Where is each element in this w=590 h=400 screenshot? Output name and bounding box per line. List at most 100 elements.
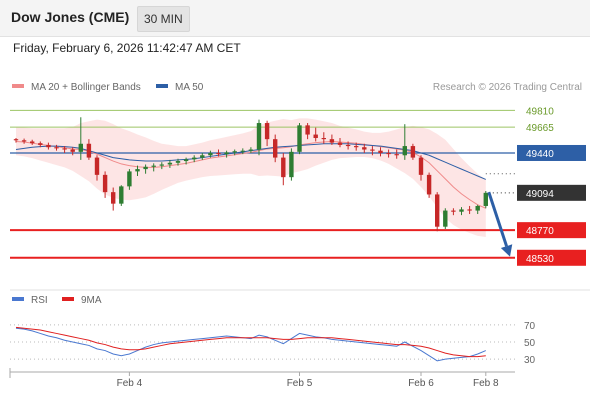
- candle-body: [224, 152, 229, 155]
- candle-body: [273, 139, 278, 158]
- x-tick-label-1: Feb 5: [287, 378, 313, 389]
- x-tick-label-2: Feb 6: [408, 378, 434, 389]
- candle: [345, 141, 351, 150]
- candle: [273, 134, 278, 163]
- level-label-2: 49440: [526, 149, 554, 160]
- candle-body: [54, 147, 59, 149]
- candle: [386, 149, 391, 158]
- candle-body: [175, 161, 181, 163]
- candle-body: [159, 164, 164, 166]
- candle: [459, 207, 464, 216]
- candle-body: [192, 157, 197, 160]
- forecast-arrow-head: [500, 244, 513, 257]
- candle: [362, 143, 367, 153]
- rsi-line: [15, 327, 486, 362]
- x-axis: Feb 4 Feb 5 Feb 6 Feb 8: [9, 368, 515, 389]
- candlesticks: [13, 117, 488, 232]
- candle: [54, 144, 59, 151]
- candle-body: [111, 192, 116, 204]
- bollinger-fill: [16, 118, 486, 238]
- candle: [208, 150, 213, 158]
- legend-swatch-1: [156, 84, 168, 88]
- candle-body: [467, 209, 472, 211]
- candle: [354, 142, 359, 151]
- candle-body: [264, 123, 270, 140]
- candle: [410, 143, 416, 160]
- legend-label-1: MA 50: [175, 82, 204, 93]
- forecast-arrow: [487, 191, 513, 257]
- candle: [38, 141, 43, 148]
- candle: [394, 149, 399, 159]
- candle-body: [370, 149, 375, 151]
- candle-body: [321, 138, 326, 140]
- candle-body: [200, 155, 205, 158]
- rsi-tick-label-0: 70: [524, 321, 536, 332]
- candle: [135, 165, 140, 177]
- candle-body: [354, 146, 359, 148]
- candle: [183, 157, 189, 165]
- candle: [467, 205, 472, 215]
- candle: [111, 187, 116, 211]
- candle-body: [305, 125, 310, 135]
- candle-body: [426, 174, 432, 195]
- support-label-box-5: [517, 249, 586, 266]
- forecast-arrow-shaft: [487, 191, 508, 247]
- candle-body: [78, 143, 83, 152]
- candle-body: [313, 134, 318, 139]
- candle: [62, 146, 67, 153]
- candle-body: [435, 194, 440, 227]
- candle-body: [240, 150, 245, 152]
- candle-body: [151, 165, 156, 167]
- candle-body: [281, 157, 286, 178]
- timeframe-button[interactable]: 30 MIN: [137, 6, 190, 32]
- candle: [418, 155, 424, 181]
- candle: [143, 164, 148, 174]
- level-label-3: 49094: [526, 189, 554, 200]
- candle-body: [46, 144, 51, 148]
- candle: [321, 132, 326, 144]
- candle-body: [394, 154, 399, 156]
- pivot-label-box: [517, 144, 586, 161]
- candle: [256, 119, 262, 156]
- main-legend: MA 20 + Bollinger Bands MA 50: [12, 82, 204, 93]
- rsi-tick-label-2: 30: [524, 355, 536, 366]
- candle: [297, 123, 302, 155]
- rsi-panel: 70 50 30: [10, 321, 536, 366]
- candle-body: [30, 141, 35, 144]
- level-label-0: 49810: [526, 106, 554, 117]
- candle-body: [167, 162, 173, 165]
- candle-body: [402, 146, 407, 156]
- level-label-5: 48530: [526, 254, 554, 265]
- candle: [102, 171, 108, 198]
- candle: [70, 147, 75, 156]
- candle: [264, 120, 270, 147]
- candle: [329, 134, 335, 145]
- rsi-tick-label-1: 50: [524, 338, 536, 349]
- candle: [402, 124, 407, 160]
- candle: [119, 185, 124, 206]
- candle-body: [337, 142, 343, 145]
- level-labels: 49810 49665 49440 49094 48770 48530: [517, 106, 586, 266]
- candle: [175, 158, 181, 166]
- level-label-1: 49665: [526, 123, 554, 134]
- chart-credit: Research © 2026 Trading Central: [433, 82, 582, 93]
- candle-body: [410, 146, 416, 158]
- candle-body: [256, 123, 262, 150]
- candle: [224, 150, 229, 158]
- candle-body: [94, 157, 100, 175]
- instrument-title: Dow Jones (CME): [11, 9, 130, 25]
- candle-body: [475, 205, 480, 211]
- candle: [248, 147, 254, 153]
- candle-body: [208, 152, 213, 156]
- candle: [435, 192, 440, 232]
- candle-body: [297, 125, 302, 152]
- candle-body: [86, 143, 92, 158]
- candle: [451, 208, 456, 216]
- candle: [30, 139, 35, 145]
- candle: [167, 159, 173, 168]
- candle: [127, 169, 132, 190]
- candle: [13, 138, 19, 143]
- candle: [159, 162, 164, 170]
- candle: [370, 146, 375, 156]
